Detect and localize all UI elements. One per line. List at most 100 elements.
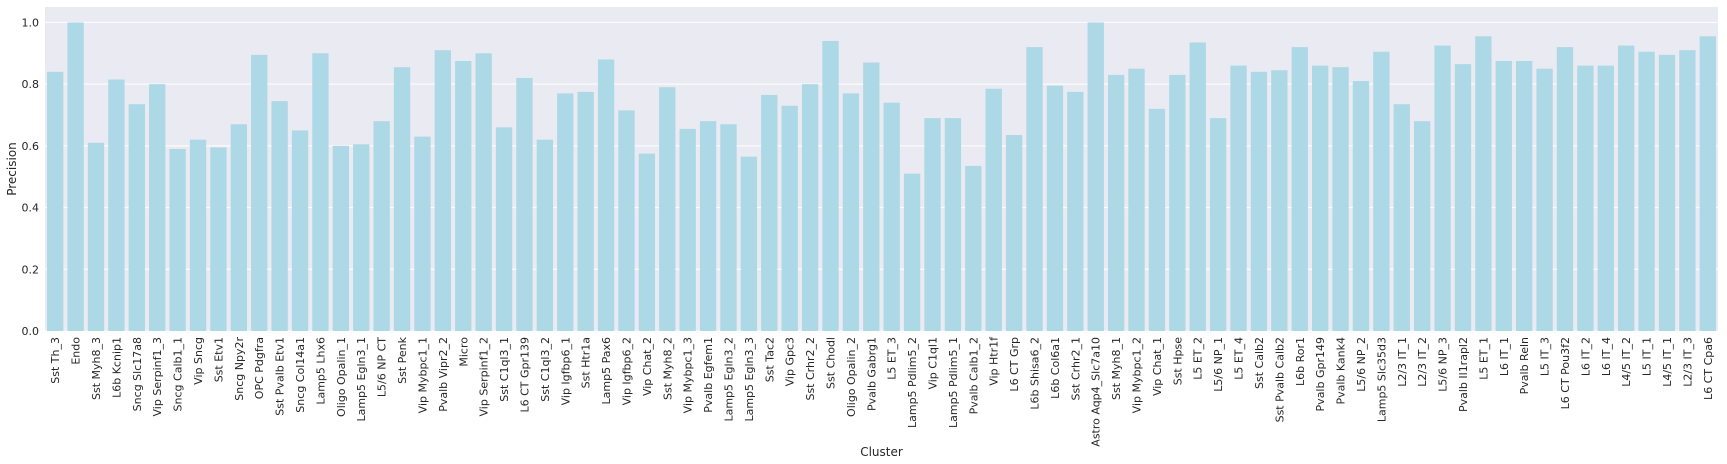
bar xyxy=(251,54,268,331)
x-tick-label: L5/6 NP_3 xyxy=(1437,337,1450,392)
x-tick-label: L5 IT_1 xyxy=(1641,337,1654,376)
bar xyxy=(659,87,676,331)
bar xyxy=(577,91,594,331)
bar xyxy=(557,93,574,332)
bar xyxy=(1148,108,1166,331)
x-tick-label: Lamp5 Lhx6 xyxy=(314,337,327,405)
x-axis-label: Cluster xyxy=(860,445,903,459)
bar xyxy=(393,67,411,332)
x-tick-label: L6 IT_1 xyxy=(1498,337,1511,376)
bar xyxy=(1026,47,1043,331)
bar xyxy=(1189,42,1206,331)
bar xyxy=(883,102,900,332)
x-tick-label: Sst Myh8_1 xyxy=(1110,337,1123,400)
bar xyxy=(1434,45,1451,331)
bar xyxy=(1699,36,1716,332)
bar xyxy=(1597,65,1614,331)
bar xyxy=(536,139,554,331)
bar xyxy=(822,40,839,331)
x-tick-label: Sst Myh8_3 xyxy=(90,337,103,400)
bar xyxy=(1577,65,1594,331)
x-tick-label: Pvalb Gabrg1 xyxy=(865,337,878,411)
x-tick-label: Sst Chodl xyxy=(824,337,837,389)
bar xyxy=(1658,54,1676,331)
x-tick-label: Lamp5 Egln3_3 xyxy=(743,337,756,422)
bar xyxy=(1454,64,1472,331)
x-tick-label: Lamp5 Pdlim5_1 xyxy=(947,337,960,428)
x-tick-label: Sncg Calb1_1 xyxy=(172,337,185,411)
x-ticks: Sst Th_3 Endo Sst Myh8_3 L6b Kcnip1 Sncg Slc… xyxy=(49,336,1715,447)
bar xyxy=(353,144,370,331)
x-tick-label: Vip Chat_1 xyxy=(1151,337,1164,396)
bar xyxy=(597,59,615,331)
x-tick-label: L6 CT Pou3f2 xyxy=(1559,337,1572,409)
bar xyxy=(108,79,125,331)
x-tick-label: L5/6 NP CT xyxy=(376,337,389,397)
bar xyxy=(944,118,962,331)
x-tick-label: L6 CT Cpa6 xyxy=(1702,337,1715,400)
bar xyxy=(1638,51,1655,331)
x-tick-label: Vip C1ql1 xyxy=(927,337,940,390)
bar xyxy=(1475,36,1492,332)
bar xyxy=(1005,135,1023,331)
x-tick-label: Pvalb Egfem1 xyxy=(702,337,715,413)
bar xyxy=(1352,81,1370,331)
bar xyxy=(230,124,247,331)
bar xyxy=(128,104,145,331)
x-tick-label: Sst Th_3 xyxy=(49,337,62,384)
bar xyxy=(1209,118,1227,331)
x-tick-label: Pvalb Kank4 xyxy=(1335,337,1348,405)
x-tick-label: Sst Pvalb Calb2 xyxy=(1273,337,1286,422)
bar xyxy=(1128,68,1145,331)
bar xyxy=(1536,68,1553,331)
bar xyxy=(169,148,186,331)
bar xyxy=(516,77,533,331)
bar xyxy=(434,50,452,331)
bar xyxy=(312,53,329,332)
x-tick-label: Sst Hpse xyxy=(1171,337,1184,386)
bar xyxy=(801,84,819,332)
bar xyxy=(842,93,860,332)
bar xyxy=(699,121,717,332)
y-axis-label: Precision xyxy=(5,142,19,196)
bar xyxy=(985,88,1002,332)
bar xyxy=(638,153,656,331)
bar xyxy=(1169,74,1186,331)
bar xyxy=(1087,22,1104,332)
x-tick-label: L5 ET_1 xyxy=(1477,337,1490,380)
x-tick-label: Pvalb Gpr149 xyxy=(1314,337,1327,411)
y-tick-label: 0.8 xyxy=(22,78,40,91)
x-tick-label: Lamp5 Pax6 xyxy=(600,337,613,404)
y-tick-label: 0.4 xyxy=(22,202,40,215)
x-tick-label: Pvalb Vipr2_2 xyxy=(437,337,450,412)
bar xyxy=(1556,47,1574,331)
x-tick-label: L5 ET_3 xyxy=(886,337,899,380)
x-tick-label: Lamp5 Slc35d3 xyxy=(1375,337,1388,422)
bar xyxy=(1516,61,1533,331)
bar xyxy=(67,22,84,332)
x-tick-label: OPC Pdgfra xyxy=(253,337,266,399)
x-tick-label: L6 IT_4 xyxy=(1600,337,1613,376)
x-tick-label: Vip Sncg xyxy=(192,337,205,385)
x-tick-label: Vip Mybpc1_2 xyxy=(1131,337,1144,413)
x-tick-label: Sst C1ql3_2 xyxy=(539,337,552,402)
x-tick-label: Sst Pvalb Etv1 xyxy=(274,337,287,416)
x-tick-label: L5 ET_2 xyxy=(1192,337,1205,380)
x-tick-label: Sncg Npy2r xyxy=(233,337,246,401)
bar xyxy=(1250,71,1268,332)
x-tick-label: Vip Mybpc1_3 xyxy=(682,337,695,413)
bars xyxy=(47,22,1716,332)
x-tick-label: L6b Col6a1 xyxy=(1049,337,1062,399)
x-tick-label: Sst C1ql3_1 xyxy=(498,337,511,402)
bar xyxy=(271,101,288,331)
x-tick-label: Sst Etv1 xyxy=(212,337,225,382)
x-tick-label: L6 CT Grp xyxy=(1008,337,1021,392)
x-tick-label: L5 IT_3 xyxy=(1539,337,1552,376)
bar xyxy=(1393,104,1410,331)
x-tick-label: Vip Chat_2 xyxy=(641,337,654,396)
x-tick-label: Oligo Opalin_1 xyxy=(335,337,348,417)
bar xyxy=(1618,45,1635,331)
x-tick-label: Vip Mybpc1_1 xyxy=(416,337,429,413)
x-tick-label: L2/3 IT_3 xyxy=(1681,337,1694,387)
bar xyxy=(781,105,798,331)
